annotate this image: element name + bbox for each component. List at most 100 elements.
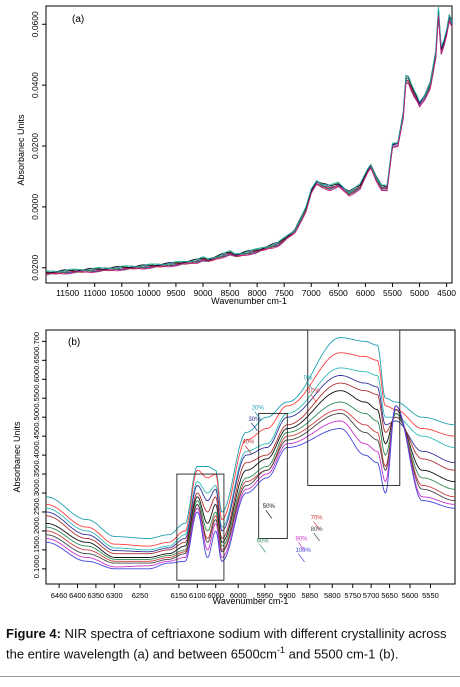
series-label-80pct: 80% — [311, 527, 324, 533]
series-label-30pct: 30% — [248, 417, 261, 423]
series-leader — [313, 521, 320, 530]
x-tick-label-b: 5900 — [279, 591, 296, 600]
spectrum-a-4 — [45, 9, 453, 273]
series-leader — [265, 509, 273, 519]
series-leader — [298, 553, 305, 562]
series-label-70pct: 70% — [311, 516, 324, 522]
panel-label-a: (a) — [72, 14, 84, 25]
y-tick-label-b: 0.650 — [32, 351, 41, 370]
y-tick-label-b: 0.250 — [32, 503, 41, 522]
y-tick-label-b: 0.300 — [32, 484, 41, 503]
plot-frame-b — [45, 329, 456, 585]
region-box-2 — [258, 412, 288, 539]
series-leader — [306, 381, 313, 390]
spectrum-a-2 — [45, 11, 453, 274]
series-leader — [251, 422, 258, 432]
x-tick-label-a: 5000 — [410, 288, 429, 298]
caption-tail: and 5500 cm-1 (b). — [285, 646, 399, 662]
series-label-90pct: 90% — [295, 536, 308, 542]
x-tick-label-b: 5550 — [422, 591, 439, 600]
x-tick-label-b: 6000 — [230, 591, 247, 600]
region-box-1 — [176, 473, 225, 581]
spectrum-a-3 — [45, 12, 453, 275]
spectrum-b-30pct — [46, 375, 455, 553]
y-tick-label-a: 0.0400 — [30, 72, 40, 98]
x-tick-label-b: 6150 — [171, 591, 188, 600]
spectrum-b-100pct — [46, 405, 455, 570]
x-tick-label-b: 6060 — [207, 591, 224, 600]
x-tick-label-b: 5700 — [363, 591, 380, 600]
y-tick-label-b: 0.200 — [32, 522, 41, 541]
series-label-50pct: 50% — [263, 504, 276, 510]
x-tick-label-a: 9000 — [194, 288, 213, 298]
spectrum-b-80pct — [46, 409, 455, 564]
y-axis-label-b: Absorbanec Units — [12, 421, 22, 493]
y-tick-label-b: 0.700 — [32, 332, 41, 351]
spectrum-a-6 — [45, 8, 453, 274]
x-tick-label-a: 8500 — [221, 288, 240, 298]
panel-label-b: (b) — [68, 337, 80, 348]
series-leader — [298, 542, 305, 551]
chart-a-svg: (a) 11500 11000 10500 10000 9500 9000 8500 8000 7… — [16, 5, 456, 306]
figure-caption: Figure 4: NIR spectra of ceftriaxone sod… — [6, 626, 454, 662]
chart-panel-b: (b) 0% 10% 20% 30% 40% 50% 60% 70% 80% 90% 100% 6460… — [0, 322, 460, 614]
x-tick-label-a: 10000 — [137, 288, 161, 298]
y-axis-label-a: Absorbanec Units — [16, 114, 26, 186]
y-tick-label-b: 0.150 — [32, 540, 41, 559]
spectrum-b-90pct — [46, 405, 455, 568]
y-tick-label-b: 0.400 — [32, 446, 41, 465]
x-tick-label-b: 5850 — [301, 591, 318, 600]
x-tick-label-b: 6300 — [106, 591, 123, 600]
x-tick-label-a: 6500 — [329, 288, 348, 298]
spectrum-a-5 — [45, 15, 453, 276]
x-tick-label-a: 4500 — [437, 288, 456, 298]
spectrum-b-70pct — [46, 409, 455, 562]
spectrum-a-1 — [45, 12, 453, 275]
x-axis-label-b: Wavenumber cm-1 — [213, 596, 289, 606]
spectrum-a-7 — [45, 6, 453, 273]
y-tick-label-b: 0.500 — [32, 408, 41, 427]
series-label-10pct: 10% — [308, 389, 321, 395]
spectrum-b-10pct — [46, 352, 455, 547]
x-tick-label-a: 11000 — [83, 288, 106, 298]
series-leader — [254, 411, 262, 420]
x-tick-label-b: 6460 — [51, 591, 68, 600]
series-leader — [310, 394, 318, 403]
x-tick-label-b: 5750 — [344, 591, 361, 600]
y-tick-label-a: 0.0200 — [30, 133, 40, 159]
plot-frame-a — [45, 5, 453, 284]
caption-text: NIR spectra of ceftriaxone sodium with d… — [6, 626, 447, 662]
x-tick-label-a: 5500 — [383, 288, 402, 298]
series-label-100pct: 100% — [295, 548, 311, 554]
spectrum-a-8 — [45, 15, 453, 275]
region-box-3 — [307, 329, 401, 486]
series-leader — [313, 532, 320, 542]
x-tick-label-a: 7500 — [275, 288, 294, 298]
x-axis-label-a: Wavenumber cm-1 — [211, 296, 287, 306]
series-leader — [259, 544, 266, 553]
series-label-20pct: 20% — [252, 406, 265, 412]
x-tick-label-a: 7000 — [302, 288, 321, 298]
x-tick-label-a: 8000 — [248, 288, 267, 298]
chart-b-svg: (b) 0% 10% 20% 30% 40% 50% 60% 70% 80%90% 100% 6460… — [12, 329, 456, 606]
series-label-40pct: 40% — [242, 440, 255, 446]
caption-sup: -1 — [277, 645, 286, 655]
y-tick-label-b: 0.100 — [32, 559, 41, 578]
series-leader — [245, 445, 252, 454]
y-tick-label-b: 0.450 — [32, 427, 41, 446]
x-tick-label-b: 6350 — [88, 591, 105, 600]
series-label-60pct: 60% — [257, 538, 270, 544]
x-tick-label-b: 5650 — [381, 591, 398, 600]
spectrum-b-20pct — [46, 367, 455, 551]
spectrum-b-40pct — [46, 382, 455, 555]
y-tick-label-a: 0.0000 — [30, 194, 40, 220]
spectrum-b-60pct — [45, 401, 455, 560]
x-tick-label-b: 6250 — [132, 591, 149, 600]
caption-prefix: Figure 4: — [6, 626, 61, 641]
y-tick-label-a: 0.0200 — [30, 255, 40, 281]
x-tick-label-b: 6100 — [189, 591, 206, 600]
x-tick-label-b: 5600 — [402, 591, 419, 600]
x-tick-label-a: 6000 — [356, 288, 375, 298]
x-tick-label-a: 9500 — [166, 288, 185, 298]
x-tick-label-a: 11500 — [56, 288, 79, 298]
